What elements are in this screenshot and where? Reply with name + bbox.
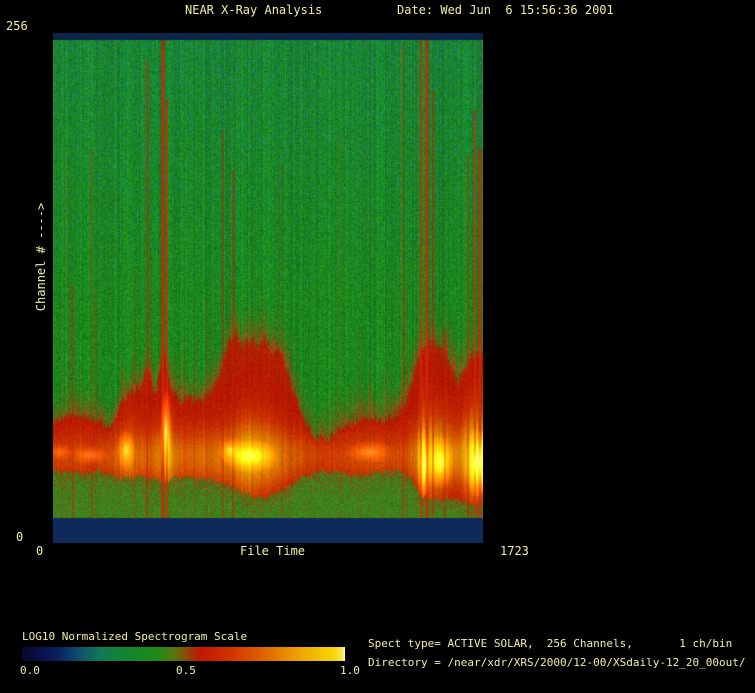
x-axis-min-tick: 0	[36, 544, 44, 558]
x-axis-title: File Time	[240, 544, 306, 558]
spect-type-info: Spect type= ACTIVE SOLAR, 256 Channels, …	[368, 637, 733, 650]
colorbar-tick-max: 1.0	[340, 664, 360, 677]
colorbar-gradient	[22, 647, 345, 661]
colorbar-tick-mid: 0.5	[176, 664, 196, 677]
date-label: Date: Wed Jun 6 15:56:36 2001	[397, 3, 614, 17]
directory-info: Directory = /near/xdr/XRS/2000/12-00/XSd…	[368, 656, 746, 669]
colorbar-title: LOG10 Normalized Spectrogram Scale	[22, 630, 248, 643]
x-axis-max-tick: 1723	[500, 544, 529, 558]
colorbar-tick-min: 0.0	[20, 664, 40, 677]
y-axis-min-tick: 0	[16, 530, 24, 544]
page-title: NEAR X-Ray Analysis	[185, 3, 323, 17]
y-axis-title: Channel # ---->	[34, 202, 48, 312]
y-axis-max-tick: 256	[6, 19, 28, 33]
spectrogram-plot	[53, 33, 483, 543]
